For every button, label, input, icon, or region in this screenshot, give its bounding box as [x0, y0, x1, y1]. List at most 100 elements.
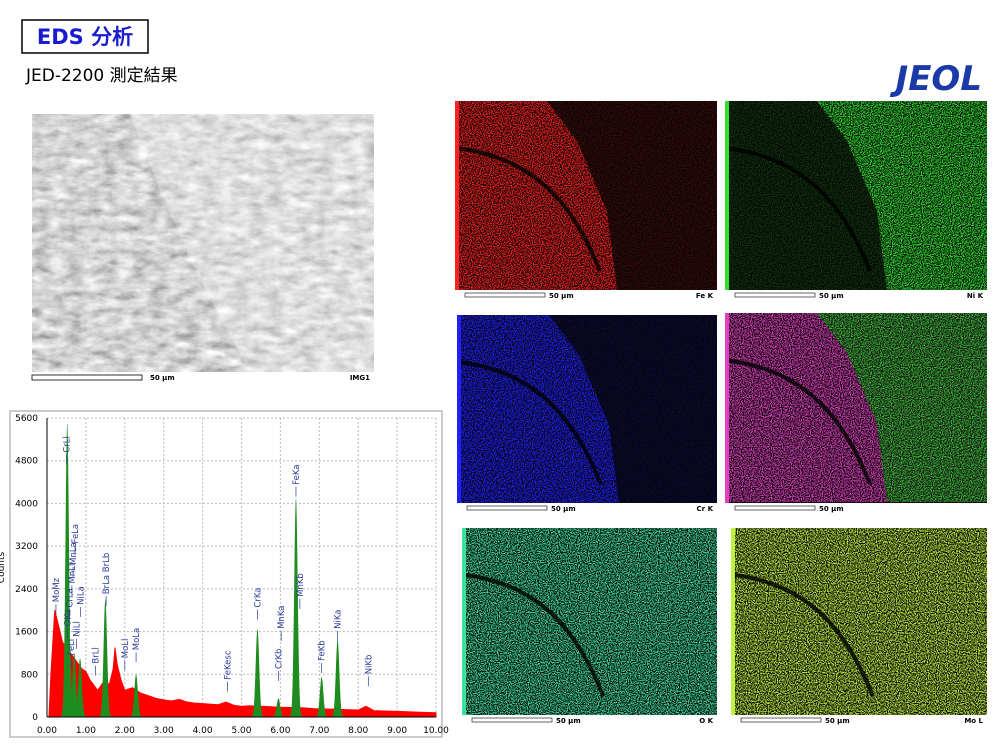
element-map: 50 µm: [725, 313, 987, 513]
peak: [330, 639, 345, 717]
scale-bar: [31, 374, 143, 381]
peak-label: NiKb: [364, 655, 374, 675]
peak: [314, 676, 329, 717]
peak: [67, 652, 82, 717]
color-strip: [462, 528, 466, 715]
y-tick-label: 5600: [15, 414, 38, 424]
x-tick-label: 4.00: [193, 726, 213, 736]
x-tick-label: 0.00: [37, 726, 57, 736]
scale-label: 50 µm: [150, 374, 175, 382]
map-label: O K: [699, 717, 713, 725]
peak-label: BrLl: [92, 647, 102, 663]
peak-label: MoLa: [132, 628, 142, 650]
peak: [288, 498, 303, 717]
peak-label: BrLa BrLb: [102, 553, 112, 594]
color-strip: [731, 528, 735, 715]
scale-bar: [734, 292, 816, 298]
peak-label: NiKa: [334, 610, 344, 629]
peak-label: MnLa: [69, 542, 79, 565]
peak: [60, 423, 75, 717]
color-strip: [725, 101, 729, 290]
element-map: 50 µm O K: [462, 528, 717, 725]
scale-bar: [464, 292, 546, 298]
peak-label: CrKa: [253, 587, 263, 607]
map-signal: [733, 528, 987, 715]
map-crack: [463, 572, 606, 698]
peak-label: MnKb: [296, 573, 306, 597]
map-crack: [726, 358, 872, 485]
peak-label: NiLl: [73, 621, 83, 637]
x-tick-label: 10.00: [423, 726, 449, 736]
map-label: Mo L: [964, 717, 983, 725]
x-tick-label: 8.00: [348, 726, 368, 736]
color-strip: [725, 313, 729, 503]
scale-label: 50 µm: [825, 717, 850, 725]
peak-label: CrKb: [274, 649, 284, 669]
scale-bar: [466, 505, 548, 511]
map-crack: [732, 572, 875, 698]
sem-highlight: [130, 114, 374, 372]
scale-bar: [471, 717, 553, 723]
peak: [271, 698, 286, 717]
y-tick-label: 2400: [15, 585, 38, 595]
peak-label: FeKb: [318, 640, 328, 661]
color-strip: [455, 101, 459, 290]
element-map: 50 µm Ni K: [725, 101, 987, 300]
y-tick-label: 4000: [15, 499, 38, 509]
peak-label: MoMz: [52, 577, 62, 602]
scale-label: 50 µm: [819, 505, 844, 513]
y-tick-label: 800: [21, 670, 38, 680]
peak: [98, 599, 113, 717]
peak: [73, 658, 88, 717]
y-tick-label: 1600: [15, 628, 38, 638]
map-signal: [464, 528, 717, 715]
color-strip: [457, 315, 461, 503]
map-label: Cr K: [697, 505, 714, 513]
peak-label: OKa: [64, 609, 74, 626]
scale-label: 50 µm: [819, 292, 844, 300]
scale-bar: [740, 717, 822, 723]
image-label: IMG1: [350, 374, 370, 382]
scale-bar: [734, 505, 816, 511]
y-tick-label: 3200: [15, 542, 38, 552]
x-tick-label: 3.00: [154, 726, 174, 736]
peak-label: MnKa: [277, 606, 287, 629]
peak-label: CrLa: [66, 588, 76, 607]
scale-label: 50 µm: [549, 292, 574, 300]
peak: [129, 674, 144, 717]
peak-label: MoLl: [121, 639, 131, 659]
y-tick-label: 0: [32, 713, 38, 723]
peak-label: FeLa: [71, 524, 81, 544]
map-crack: [726, 146, 872, 272]
y-axis-label: Counts: [0, 551, 7, 583]
map-crack: [458, 360, 603, 485]
scale-label: 50 µm: [556, 717, 581, 725]
badge-box: [21, 19, 149, 54]
peak-label: FeKa: [292, 464, 302, 484]
map-crack: [456, 146, 602, 272]
x-tick-label: 1.00: [76, 726, 96, 736]
x-tick-label: 5.00: [231, 726, 251, 736]
peak-label: FeKesc: [223, 650, 233, 679]
logo: JEOL: [890, 59, 982, 99]
map-label: Fe K: [696, 292, 714, 300]
x-tick-label: 7.00: [309, 726, 329, 736]
badge: EDS 分析: [37, 25, 133, 49]
element-map: 50 µm Cr K: [457, 315, 717, 513]
peak-label: FeLl: [67, 639, 77, 656]
peak: [62, 636, 77, 717]
peak-label: CrLl: [62, 436, 72, 453]
y-tick-label: 4800: [15, 457, 38, 467]
peak: [250, 628, 265, 717]
subtitle: JED-2200 測定結果: [25, 66, 178, 86]
peak-label: NiLa: [76, 586, 86, 605]
x-tick-label: 9.00: [387, 726, 407, 736]
sem-image: [32, 114, 374, 372]
element-map: 50 µm Fe K: [455, 101, 717, 300]
x-tick-label: 2.00: [115, 726, 135, 736]
x-tick-label: 6.00: [270, 726, 290, 736]
map-label: Ni K: [967, 292, 984, 300]
scale-label: 50 µm: [551, 505, 576, 513]
element-map: 50 µm Mo L: [731, 528, 987, 725]
